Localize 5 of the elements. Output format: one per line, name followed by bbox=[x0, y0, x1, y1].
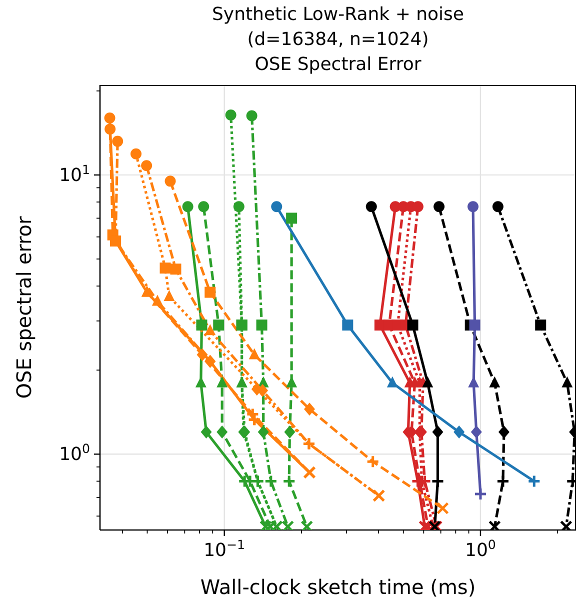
x-axis-title: Wall-clock sketch time (ms) bbox=[200, 575, 476, 599]
x-tick-label: 10$^{−1}$ bbox=[204, 536, 246, 561]
chart-title: Synthetic Low-Rank + noise (d=16384, n=1024) OSE Spectral Error bbox=[210, 3, 466, 77]
y-axis-title: OSE spectral error bbox=[12, 215, 36, 399]
y-tick-label: 10$^{1}$ bbox=[59, 161, 90, 186]
